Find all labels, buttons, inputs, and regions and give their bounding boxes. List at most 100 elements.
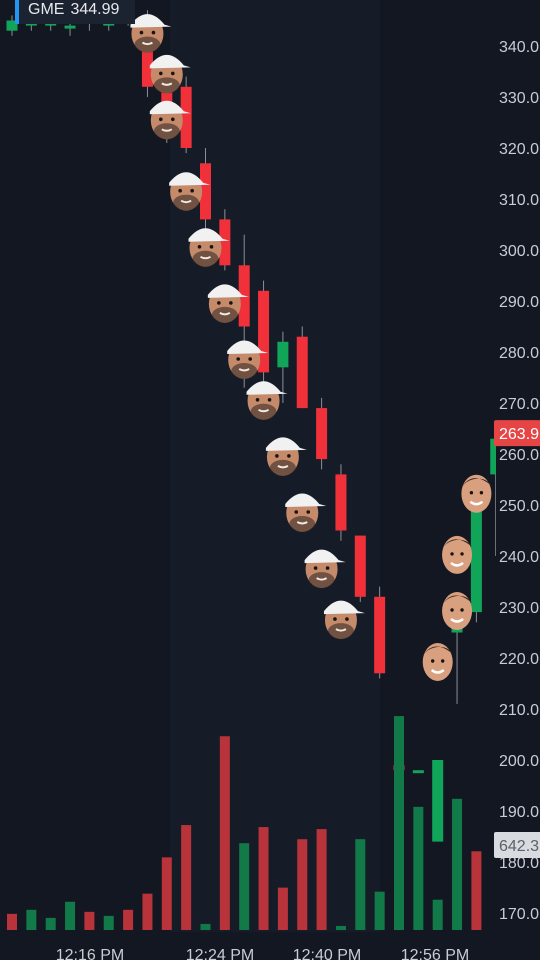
face-eye [450,552,454,556]
cap-shape [207,284,249,298]
face-eye [151,30,156,35]
face-eye [469,491,474,495]
price-tick-label: 210.0 [499,702,539,719]
volume-bar [374,891,385,930]
candle-body [412,770,424,774]
price-tick-label: 180.0 [499,855,539,872]
time-tick-label: 12:24 PM [186,947,254,960]
face-eye [313,566,318,570]
volume-bar [45,917,56,930]
face-smile [199,255,212,260]
face-eye [306,510,311,514]
face-eye [431,659,435,663]
face-skin [461,474,492,513]
volume-bar [432,899,443,930]
face-eye [139,30,144,35]
time-tick-label: 12:56 PM [401,947,469,960]
volume-bar [413,806,424,930]
cap-face-icon [246,381,288,420]
candle-body [470,499,482,613]
time-axis[interactable]: 12:16 PM 12:24 PM 12:40 PM 12:56 PM [0,932,540,960]
price-tick-label: 250.0 [499,498,539,515]
price-tick-label: 280.0 [499,345,539,362]
cap-face-icon [304,549,346,589]
cap-face-icon [285,493,327,532]
face-eye [159,71,163,76]
cap-shape [265,437,307,451]
face-hair [442,539,473,549]
volume-bar [103,915,114,930]
face-markers [130,14,492,681]
volume-bar [161,857,172,930]
cap-face-icon [227,340,269,379]
price-tick-label: 330.0 [499,90,539,107]
price-tick-label: 320.0 [499,141,539,158]
face-eye [178,188,182,193]
candle-body [219,219,231,266]
face-eye [171,117,175,122]
price-axis[interactable]: 340.0 330.0 320.0 310.0 300.0 290.0 280.0 270.0… [496,0,540,932]
face-eye [275,454,279,458]
face-eye [479,491,484,495]
candle-body [354,535,366,597]
cap-shape [149,100,191,115]
face-eye [159,117,163,122]
price-tick-label: 340.0 [499,39,539,56]
price-tick-label: 240.0 [499,549,539,566]
price-tick-label: 300.0 [499,243,539,260]
face-eye [171,71,175,76]
volume-bar [277,887,288,930]
face-eye [217,301,221,305]
volume-series [7,716,482,930]
cap-shape [169,172,211,186]
ticker-symbol: GME [28,1,65,18]
face-eye [460,608,464,612]
face-eye [441,659,445,663]
cap-shape [285,493,327,507]
volume-bar [258,827,269,930]
cap-shape [323,600,365,615]
face-eye [267,398,272,402]
volume-bar [394,716,404,930]
face-skin [442,535,473,574]
candle-body [200,163,211,220]
volume-bar [200,923,211,930]
candle-body [432,760,444,842]
volume-bar [297,839,308,930]
candle-body [6,20,18,31]
face-smile [238,368,250,372]
ticker-legend[interactable]: GME 344.99 [15,0,136,24]
cap-face-icon [323,600,365,640]
face-smile [450,561,464,567]
price-tick-label: 310.0 [499,192,539,209]
face-icon [422,643,453,681]
volume-label: 642.3 [499,838,539,855]
face-smile [161,82,173,86]
face-hair [422,646,453,656]
cap-shape [246,381,288,395]
volume-bar [219,736,230,930]
volume-bar [7,913,17,930]
price-tick-label: 170.0 [499,906,539,923]
price-tick-label: 190.0 [499,804,539,821]
time-axis-bg [0,932,540,960]
face-eye [248,357,252,361]
price-tick-label: 270.0 [499,396,539,413]
price-tick-label: 200.0 [499,753,539,770]
face-eye [197,245,202,249]
candle-body [277,341,289,368]
face-smile [430,668,445,674]
cap-face-icon [149,54,191,94]
face-smile [469,500,484,506]
face-eye [236,357,240,361]
last-price-label: 263.9 [499,426,539,443]
axis-tags: 263.9 642.3 [494,420,540,858]
face-eye [229,301,233,305]
cap-face-icon [207,284,249,323]
last-price-tag [494,420,540,447]
volume-bar [123,909,134,930]
face-eye [190,188,194,193]
candle-body [180,86,192,148]
face-eye [325,566,330,570]
